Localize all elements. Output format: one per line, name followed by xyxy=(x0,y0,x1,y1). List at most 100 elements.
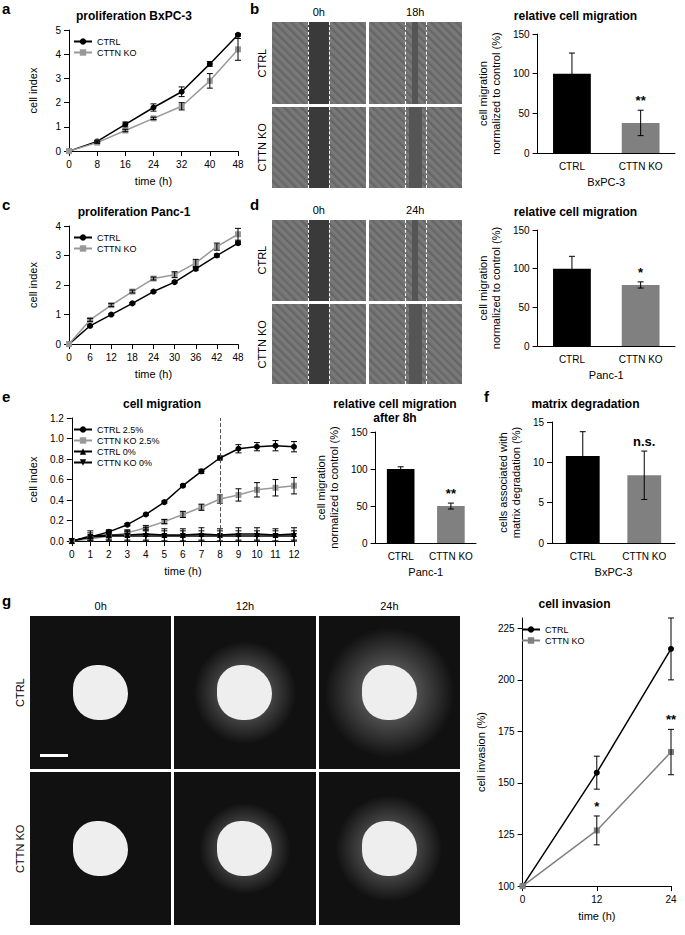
svg-text:cells associated with: cells associated with xyxy=(497,432,509,532)
svg-text:50: 50 xyxy=(518,302,530,313)
svg-text:9: 9 xyxy=(236,549,242,560)
svg-text:CTRL 0%: CTRL 0% xyxy=(97,447,136,457)
svg-text:proliferation BxPC-3: proliferation BxPC-3 xyxy=(76,9,192,23)
svg-text:16: 16 xyxy=(120,159,132,170)
svg-text:time (h): time (h) xyxy=(164,565,201,577)
svg-text:24: 24 xyxy=(665,894,677,905)
svg-text:7: 7 xyxy=(199,549,205,560)
svg-text:100: 100 xyxy=(513,68,530,79)
svg-text:0: 0 xyxy=(520,894,526,905)
svg-text:0: 0 xyxy=(524,341,530,352)
svg-text:0: 0 xyxy=(55,339,61,350)
svg-text:CTRL: CTRL xyxy=(559,161,586,172)
svg-text:150: 150 xyxy=(351,427,368,438)
svg-text:CTRL: CTRL xyxy=(559,354,586,365)
svg-text:CTTN KO: CTTN KO xyxy=(545,636,585,646)
svg-text:6: 6 xyxy=(87,352,93,363)
svg-text:175: 175 xyxy=(498,726,515,737)
svg-text:0: 0 xyxy=(69,549,75,560)
svg-text:5: 5 xyxy=(162,549,168,560)
svg-text:1: 1 xyxy=(88,549,94,560)
svg-text:40: 40 xyxy=(204,159,216,170)
svg-text:normalized to control (%): normalized to control (%) xyxy=(328,426,340,548)
svg-text:200: 200 xyxy=(498,674,515,685)
svg-text:5: 5 xyxy=(55,25,61,36)
svg-text:CTRL: CTRL xyxy=(97,233,121,243)
svg-text:4: 4 xyxy=(143,549,149,560)
svg-text:125: 125 xyxy=(498,829,515,840)
svg-text:relative cell migration: relative cell migration xyxy=(514,205,637,219)
svg-text:cell migration: cell migration xyxy=(315,455,327,520)
svg-text:24: 24 xyxy=(148,352,160,363)
svg-text:11: 11 xyxy=(270,549,281,560)
svg-text:proliferation Panc-1: proliferation Panc-1 xyxy=(78,205,191,219)
svg-text:1.0: 1.0 xyxy=(50,433,64,444)
svg-text:Panc-1: Panc-1 xyxy=(589,369,624,381)
svg-text:*: * xyxy=(594,799,600,814)
svg-text:12: 12 xyxy=(591,894,603,905)
svg-text:CTTN KO: CTTN KO xyxy=(619,161,663,172)
svg-text:10: 10 xyxy=(533,457,545,468)
svg-text:CTTN KO: CTTN KO xyxy=(429,551,473,562)
svg-text:CTTN KO 0%: CTTN KO 0% xyxy=(97,458,152,468)
svg-text:cell migration: cell migration xyxy=(477,256,489,321)
svg-text:8: 8 xyxy=(217,549,223,560)
svg-text:12: 12 xyxy=(288,549,300,560)
svg-text:CTTN KO: CTTN KO xyxy=(97,48,137,58)
svg-text:CTRL: CTRL xyxy=(570,551,597,562)
svg-text:0.4: 0.4 xyxy=(50,495,64,506)
svg-text:50: 50 xyxy=(518,108,530,119)
svg-text:150: 150 xyxy=(498,777,515,788)
svg-text:48: 48 xyxy=(232,159,244,170)
svg-text:2: 2 xyxy=(55,97,61,108)
svg-text:*: * xyxy=(638,265,644,280)
svg-text:n.s.: n.s. xyxy=(633,434,655,449)
svg-text:6: 6 xyxy=(180,549,186,560)
svg-text:relative cell migration: relative cell migration xyxy=(333,397,456,411)
svg-text:50: 50 xyxy=(356,501,368,512)
svg-text:cell migration: cell migration xyxy=(477,61,489,126)
svg-text:3: 3 xyxy=(125,549,131,560)
svg-text:relative cell migration: relative cell migration xyxy=(514,9,637,23)
svg-text:150: 150 xyxy=(513,225,530,236)
svg-text:cell invasion: cell invasion xyxy=(538,597,610,611)
svg-text:cell invasion (%): cell invasion (%) xyxy=(475,712,487,792)
svg-text:BxPC-3: BxPC-3 xyxy=(587,176,625,188)
svg-text:normalized to control (%): normalized to control (%) xyxy=(490,227,502,349)
svg-text:0.0: 0.0 xyxy=(50,536,64,547)
svg-text:cell migration: cell migration xyxy=(123,397,201,411)
svg-text:0: 0 xyxy=(66,159,72,170)
svg-text:matrix degradation: matrix degradation xyxy=(531,397,639,411)
svg-text:0.8: 0.8 xyxy=(50,454,64,465)
svg-text:0: 0 xyxy=(538,538,544,549)
svg-text:CTTN KO: CTTN KO xyxy=(622,551,666,562)
svg-text:18: 18 xyxy=(127,352,139,363)
svg-text:cell index: cell index xyxy=(27,262,39,308)
svg-text:0: 0 xyxy=(362,538,368,549)
svg-text:0: 0 xyxy=(524,148,530,159)
svg-text:150: 150 xyxy=(513,29,530,40)
svg-text:48: 48 xyxy=(232,352,244,363)
svg-text:matrix degradation (%): matrix degradation (%) xyxy=(510,427,522,538)
svg-text:8: 8 xyxy=(94,159,100,170)
svg-text:100: 100 xyxy=(351,464,368,475)
svg-text:CTRL: CTRL xyxy=(388,551,415,562)
svg-text:4: 4 xyxy=(55,221,61,232)
svg-text:30: 30 xyxy=(169,352,181,363)
svg-text:Panc-1: Panc-1 xyxy=(408,566,443,578)
svg-text:CTRL: CTRL xyxy=(97,37,121,47)
svg-text:3: 3 xyxy=(55,250,61,261)
svg-text:time (h): time (h) xyxy=(578,910,615,922)
svg-text:12: 12 xyxy=(106,352,118,363)
svg-text:time (h): time (h) xyxy=(135,175,172,187)
svg-text:**: ** xyxy=(446,486,457,501)
svg-text:time (h): time (h) xyxy=(135,368,172,380)
svg-text:15: 15 xyxy=(533,417,545,428)
svg-text:0: 0 xyxy=(55,146,61,157)
svg-text:42: 42 xyxy=(211,352,223,363)
svg-text:2: 2 xyxy=(106,549,112,560)
svg-text:100: 100 xyxy=(498,881,515,892)
svg-text:CTTN KO: CTTN KO xyxy=(619,354,663,365)
svg-text:CTRL: CTRL xyxy=(545,625,569,635)
svg-text:225: 225 xyxy=(498,623,515,634)
